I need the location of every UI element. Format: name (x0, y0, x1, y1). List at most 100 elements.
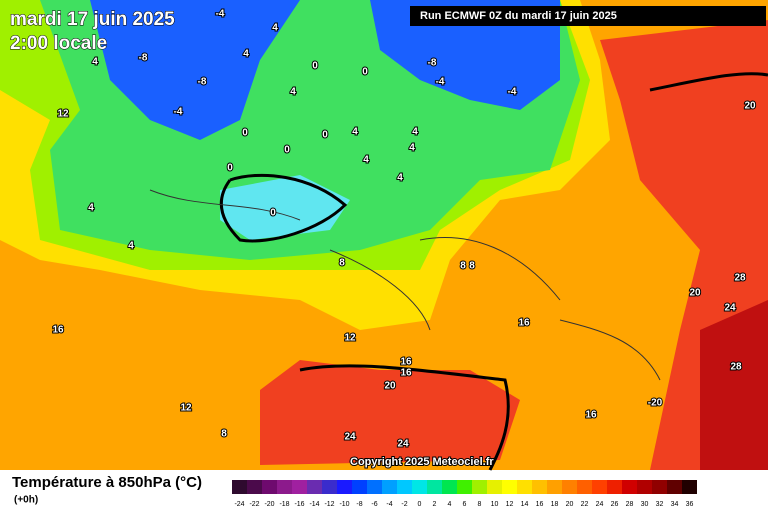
contour-label: 12 (180, 403, 192, 414)
scale-label: 20 (566, 501, 574, 508)
contour-label: 4 (88, 203, 94, 214)
scale-label: 10 (491, 501, 499, 508)
contour-label: 24 (724, 303, 736, 314)
scale-swatch (262, 480, 277, 494)
scale-label: -16 (294, 501, 304, 508)
contour-label: 20 (689, 288, 701, 299)
contour-label: 4 (397, 173, 403, 184)
contour-label: 4 (272, 23, 278, 34)
contour-label: 20 (744, 101, 756, 112)
scale-swatch (277, 480, 292, 494)
scale-swatch (442, 480, 457, 494)
contour-label: -20 (648, 398, 663, 409)
contour-label: -4 (436, 77, 445, 88)
scale-label: -6 (371, 501, 377, 508)
scale-label: 12 (506, 501, 514, 508)
scale-swatch (232, 480, 247, 494)
scale-swatch (337, 480, 352, 494)
scale-label: 32 (656, 501, 664, 508)
scale-swatch (487, 480, 502, 494)
scale-label: -10 (339, 501, 349, 508)
scale-swatch (592, 480, 607, 494)
scale-swatch (637, 480, 652, 494)
region-blue-west (90, 0, 300, 140)
contour-label: 0 (362, 67, 368, 78)
contour-label: 4 (92, 57, 98, 68)
contour-label: 0 (322, 130, 328, 141)
scale-swatch (622, 480, 637, 494)
scale-label: 8 (478, 501, 482, 508)
contour-label: 12 (57, 109, 69, 120)
contour-label: 24 (397, 439, 409, 450)
contour-label: 12 (344, 333, 356, 344)
scale-label: 18 (551, 501, 559, 508)
scale-swatch (307, 480, 322, 494)
contour-label: 8 (221, 429, 227, 440)
region-blue-east (370, 0, 560, 110)
contour-label: 16 (400, 368, 412, 379)
contour-label: -8 (198, 77, 207, 88)
scale-swatch (247, 480, 262, 494)
region-red-south (260, 360, 520, 465)
contour-label: 4 (128, 241, 134, 252)
color-scale: -24 -22 -20 -18 -16 -14 -12 -10 -8 -6 -4 -2 0 2 4 6 8 10 1… (232, 480, 697, 508)
scale-swatch (367, 480, 382, 494)
scale-swatch (652, 480, 667, 494)
scale-label: -20 (264, 501, 274, 508)
scale-swatch (502, 480, 517, 494)
scale-swatch (682, 480, 697, 494)
scale-label: 0 (418, 501, 422, 508)
run-box (410, 6, 766, 26)
contour-label: 28 (730, 362, 742, 373)
contour-label: 8 (469, 261, 475, 272)
scale-swatch (352, 480, 367, 494)
scale-label: -22 (249, 501, 259, 508)
scale-swatch (667, 480, 682, 494)
scale-label: 6 (463, 501, 467, 508)
scale-swatch (562, 480, 577, 494)
scale-label: -8 (356, 501, 362, 508)
scale-label: -24 (234, 501, 244, 508)
contour-label: 20 (384, 381, 396, 392)
contour-label: 8 (339, 258, 345, 269)
scale-label: 26 (611, 501, 619, 508)
contour-label: 4 (409, 143, 415, 154)
scale-label: 14 (521, 501, 529, 508)
contour-label: 28 (734, 273, 746, 284)
scale-label: -18 (279, 501, 289, 508)
title: mardi 17 juin 2025 (10, 9, 175, 30)
scale-swatch (517, 480, 532, 494)
scale-swatch (322, 480, 337, 494)
run-info: Run ECMWF 0Z du mardi 17 juin 2025 (420, 10, 617, 22)
scale-label: -4 (386, 501, 392, 508)
scale-swatch (292, 480, 307, 494)
contour-label: -4 (508, 87, 517, 98)
subtitle: 2:00 locale (10, 33, 107, 54)
contour-label: -8 (139, 53, 148, 64)
coastline (149, 189, 661, 381)
contour-label: 24 (344, 432, 356, 443)
scale-label: -2 (401, 501, 407, 508)
scale-label: 30 (641, 501, 649, 508)
contour-label: 16 (52, 325, 64, 336)
scale-swatch (427, 480, 442, 494)
scale-label: -14 (309, 501, 319, 508)
legend-step: (+0h) (14, 495, 38, 506)
scale-label: 28 (626, 501, 634, 508)
contour-label: 16 (400, 357, 412, 368)
contour-label: 0 (242, 128, 248, 139)
scale-swatch (547, 480, 562, 494)
contour-line (219, 72, 768, 471)
contour-label: 16 (518, 318, 530, 329)
contour-label: 0 (312, 61, 318, 72)
contour-label: 4 (412, 127, 418, 138)
legend-title: Température à 850hPa (°C) (12, 474, 202, 491)
map (0, 0, 768, 471)
scale-swatch (532, 480, 547, 494)
scale-label: 36 (686, 501, 694, 508)
scale-label: 2 (433, 501, 437, 508)
contour-label: -4 (174, 107, 183, 118)
scale-label: 24 (596, 501, 604, 508)
